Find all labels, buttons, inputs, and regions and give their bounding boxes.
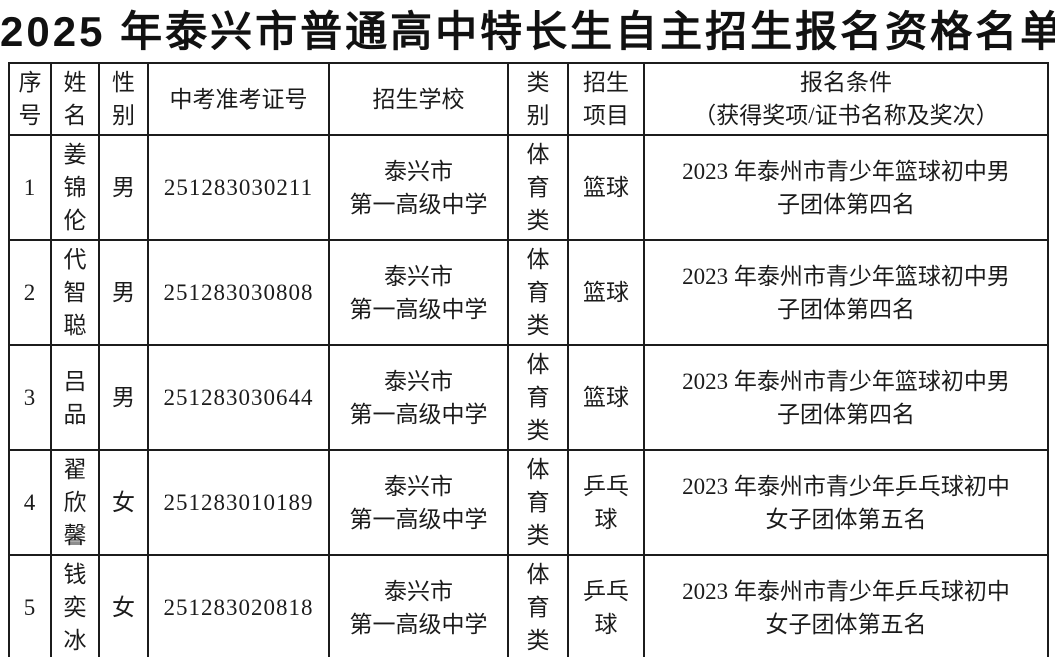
cell-category: 体育类 bbox=[507, 239, 569, 346]
cell-category: 体育类 bbox=[507, 344, 569, 451]
header-school: 招生学校 bbox=[328, 62, 509, 136]
header-program: 招生项目 bbox=[567, 62, 645, 136]
cell-index: 3 bbox=[8, 344, 52, 451]
cell-exam-no: 251283030808 bbox=[147, 239, 330, 346]
cell-name: 姜锦伦 bbox=[50, 134, 100, 241]
qualification-table: 序号 姓名 性别 中考准考证号 招生学校 类别 招生项目 报名条件 （获得奖项/… bbox=[8, 62, 1049, 657]
cell-condition: 2023 年泰州市青少年篮球初中男 子团体第四名 bbox=[643, 344, 1049, 451]
cell-category: 体育类 bbox=[507, 134, 569, 241]
cell-index: 5 bbox=[8, 554, 52, 657]
cell-school: 泰兴市 第一高级中学 bbox=[328, 449, 509, 556]
header-gender: 性别 bbox=[98, 62, 149, 136]
cell-condition: 2023 年泰州市青少年篮球初中男 子团体第四名 bbox=[643, 134, 1049, 241]
cell-category-label: 体育类 bbox=[526, 247, 550, 338]
header-condition: 报名条件 （获得奖项/证书名称及奖次） bbox=[643, 62, 1049, 136]
cell-category: 体育类 bbox=[507, 554, 569, 657]
table-row: 1 姜锦伦 男 251283030211 泰兴市 第一高级中学 体育类 篮球 2… bbox=[8, 134, 1049, 241]
cell-name: 翟欣馨 bbox=[50, 449, 100, 556]
cell-exam-no: 251283030644 bbox=[147, 344, 330, 451]
cell-name: 代智聪 bbox=[50, 239, 100, 346]
table-row: 5 钱奕冰 女 251283020818 泰兴市 第一高级中学 体育类 乒乓球 … bbox=[8, 554, 1049, 657]
table-header-row: 序号 姓名 性别 中考准考证号 招生学校 类别 招生项目 报名条件 （获得奖项/… bbox=[8, 62, 1049, 136]
cell-program: 篮球 bbox=[567, 134, 645, 241]
cell-exam-no: 251283010189 bbox=[147, 449, 330, 556]
cell-index: 2 bbox=[8, 239, 52, 346]
cell-name: 吕品 bbox=[50, 344, 100, 451]
cell-school: 泰兴市 第一高级中学 bbox=[328, 239, 509, 346]
cell-condition: 2023 年泰州市青少年篮球初中男 子团体第四名 bbox=[643, 239, 1049, 346]
table-row: 2 代智聪 男 251283030808 泰兴市 第一高级中学 体育类 篮球 2… bbox=[8, 239, 1049, 346]
cell-gender: 男 bbox=[98, 344, 149, 451]
cell-category-label: 体育类 bbox=[526, 352, 550, 443]
cell-school: 泰兴市 第一高级中学 bbox=[328, 134, 509, 241]
cell-condition: 2023 年泰州市青少年乒乓球初中 女子团体第五名 bbox=[643, 554, 1049, 657]
cell-school: 泰兴市 第一高级中学 bbox=[328, 554, 509, 657]
cell-name: 钱奕冰 bbox=[50, 554, 100, 657]
table-row: 4 翟欣馨 女 251283010189 泰兴市 第一高级中学 体育类 乒乓球 … bbox=[8, 449, 1049, 556]
page-title: 2025 年泰兴市普通高中特长生自主招生报名资格名单 bbox=[0, 8, 1055, 55]
cell-program: 篮球 bbox=[567, 239, 645, 346]
cell-index: 1 bbox=[8, 134, 52, 241]
cell-condition: 2023 年泰州市青少年乒乓球初中 女子团体第五名 bbox=[643, 449, 1049, 556]
header-index: 序号 bbox=[8, 62, 52, 136]
cell-program: 乒乓球 bbox=[567, 554, 645, 657]
cell-index: 4 bbox=[8, 449, 52, 556]
cell-program: 乒乓球 bbox=[567, 449, 645, 556]
cell-category-label: 体育类 bbox=[526, 142, 550, 233]
cell-category: 体育类 bbox=[507, 449, 569, 556]
table-row: 3 吕品 男 251283030644 泰兴市 第一高级中学 体育类 篮球 20… bbox=[8, 344, 1049, 451]
cell-gender: 女 bbox=[98, 554, 149, 657]
cell-program: 篮球 bbox=[567, 344, 645, 451]
header-category: 类别 bbox=[507, 62, 569, 136]
cell-category-label: 体育类 bbox=[526, 457, 550, 548]
header-category-label: 类别 bbox=[526, 70, 550, 128]
cell-exam-no: 251283030211 bbox=[147, 134, 330, 241]
cell-exam-no: 251283020818 bbox=[147, 554, 330, 657]
cell-category-label: 体育类 bbox=[526, 562, 550, 653]
cell-gender: 男 bbox=[98, 239, 149, 346]
cell-gender: 男 bbox=[98, 134, 149, 241]
header-name: 姓名 bbox=[50, 62, 100, 136]
cell-school: 泰兴市 第一高级中学 bbox=[328, 344, 509, 451]
cell-gender: 女 bbox=[98, 449, 149, 556]
header-exam-no: 中考准考证号 bbox=[147, 62, 330, 136]
